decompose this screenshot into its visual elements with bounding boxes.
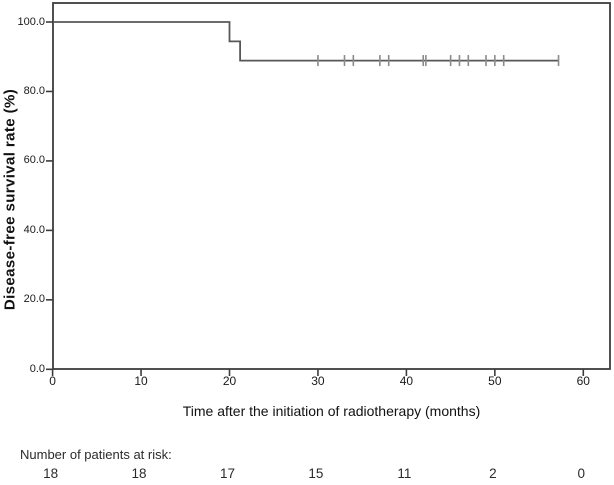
plot-border	[52, 2, 611, 370]
y-tick-label: 40.0	[23, 223, 45, 236]
y-tick-label: 80.0	[23, 84, 45, 97]
at-risk-count: 18	[131, 466, 147, 481]
survival-curve	[53, 21, 559, 62]
y-tick-label: 100.0	[17, 15, 45, 28]
x-tick-label: 30	[311, 374, 325, 388]
x-tick-label: 0	[49, 374, 56, 388]
x-tick-label: 50	[488, 374, 502, 388]
at-risk-table-label: Number of patients at risk:	[20, 447, 172, 462]
at-risk-count: 18	[43, 466, 59, 481]
x-tick-label: 20	[222, 374, 237, 388]
x-tick-label: 40	[399, 374, 414, 388]
at-risk-count: 17	[219, 466, 236, 481]
y-tick-label: 60.0	[23, 154, 45, 167]
at-risk-count: 0	[577, 466, 586, 481]
x-axis-title: Time after the initiation of radiotherap…	[182, 403, 481, 419]
at-risk-count: 2	[489, 466, 497, 481]
y-tick-label: 20.0	[23, 293, 45, 306]
at-risk-count: 15	[308, 466, 324, 481]
x-tick-label: 10	[134, 374, 148, 388]
at-risk-count: 11	[397, 466, 412, 481]
y-tick-label: 0.0	[29, 362, 45, 375]
x-tick-label: 60	[576, 374, 590, 388]
